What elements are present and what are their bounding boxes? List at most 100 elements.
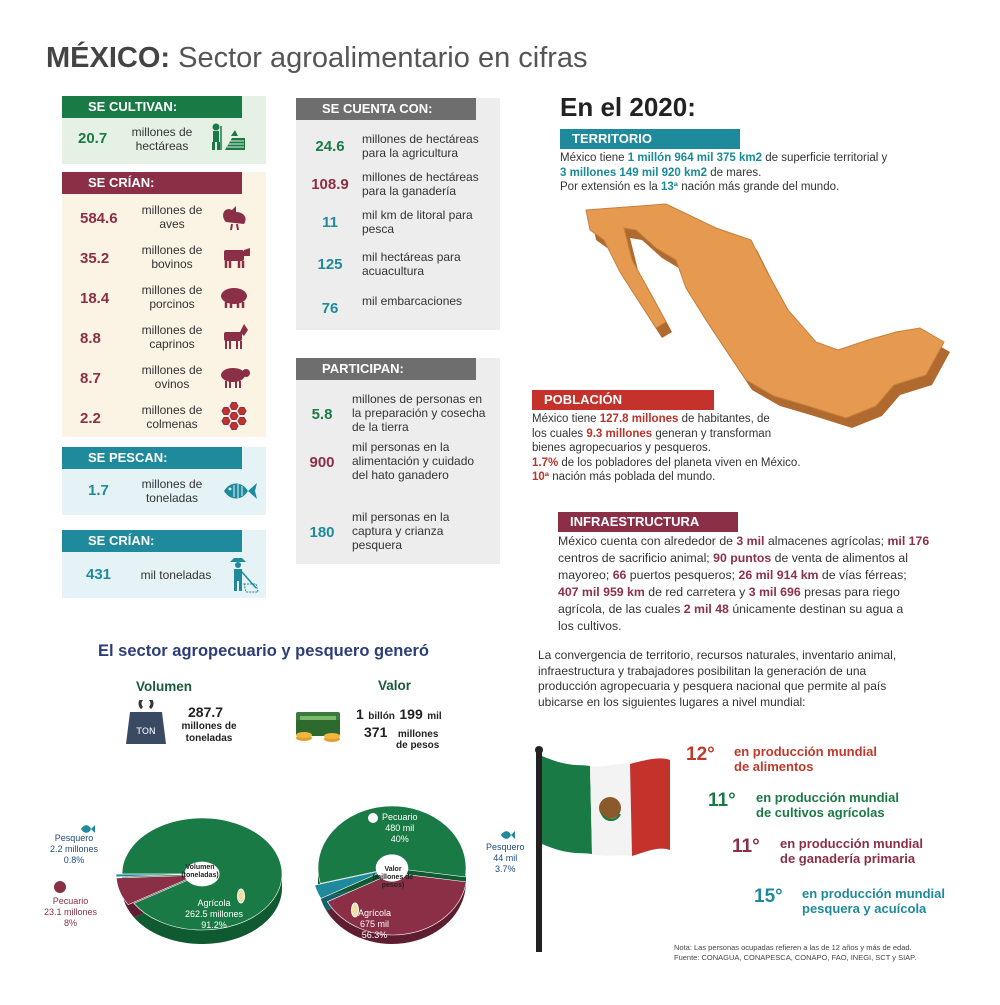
val-agricola-label: Agrícola 675 mil 56.3% [358, 908, 392, 940]
vol-pesquero-fish-icon [81, 825, 95, 833]
cow-icon [224, 248, 250, 268]
infra-text: México cuenta con alrededor de 3 mil alm… [558, 534, 930, 633]
crian-text: millones de colmenas [141, 403, 203, 431]
cuenta-value: 24.6 [315, 138, 345, 155]
generated-title: El sector agropecuario y pesquero generó [98, 642, 430, 660]
page-title: MÉXICO: Sector agroalimentario en cifras [46, 42, 588, 74]
crian2-header: SE CRÍAN: [62, 530, 242, 552]
valor-value-2: 371 millones [364, 724, 439, 740]
crian2-panel: SE CRÍAN: 431 mil toneladas [62, 530, 266, 598]
crian2-text: mil toneladas [140, 568, 212, 582]
pie-slice-pecuario [326, 872, 467, 936]
convergencia-text: La convergencia de territorio, recursos … [538, 648, 897, 709]
crian-text: millones de ovinos [141, 363, 203, 391]
crian-value: 8.7 [80, 370, 101, 387]
cuenta-header: SE CUENTA CON: [296, 98, 476, 120]
money-icon [296, 712, 340, 742]
ranking-text: en producción mundial [756, 790, 900, 805]
val-pesquero-label: Pesquero 44 mil 3.7% [486, 842, 525, 874]
crian-value: 35.2 [80, 250, 110, 267]
ranking-item: 15° en producción mundial pesquera y acuíc… [754, 886, 994, 922]
pescan-panel: SE PESCAN: 1.7 millones de toneladas [62, 447, 266, 515]
val-pecuario-cow-icon [368, 813, 378, 823]
ranking-text: en producción mundial [802, 886, 946, 901]
cuenta-value: 108.9 [311, 176, 349, 193]
crian-header: SE CRÍAN: [62, 172, 242, 194]
cuenta-text: millones de hectáreas para la agricultur… [362, 132, 479, 160]
val-pesquero-fish-icon [501, 831, 515, 839]
val-pecuario-label: Pecuario 480 mil 40% [382, 812, 418, 844]
participan-value: 900 [309, 454, 335, 471]
pie-slice-pecuario [116, 874, 197, 905]
cuenta-value: 11 [322, 214, 338, 231]
cultivan-header: SE CULTIVAN: [62, 96, 242, 118]
ranking-item: 11° en producción mundial de ganadería pri… [732, 836, 972, 872]
ranking-text: en producción mundial [734, 744, 878, 759]
pescan-value: 1.7 [88, 482, 109, 499]
pescan-text: millones de toneladas [141, 477, 203, 505]
weight-icon: TON [126, 700, 166, 744]
cuenta-text: mil embarcaciones [362, 294, 463, 308]
crian-value: 2.2 [80, 410, 101, 427]
cultivan-panel: SE CULTIVAN: 20.7 millones de hectáreas [62, 96, 266, 164]
ranking-text: de cultivos agrícolas [756, 805, 885, 820]
pie-center [184, 861, 220, 887]
crian-value: 584.6 [80, 210, 118, 227]
cuenta-value: 76 [321, 300, 339, 317]
sheep-icon [221, 368, 250, 388]
vol-center-label: Volumen (toneladas) [181, 864, 219, 879]
cultivan-text: millones de hectáreas [131, 125, 193, 153]
participan-text: millones de personas en la preparación y… [352, 392, 486, 434]
territorio-text: México tiene 1 millón 964 mil 375 km2 de… [560, 152, 888, 193]
footnote: Nota: Las personas ocupadas refieren a l… [674, 943, 917, 962]
cuenta-text: mil km de litoral para pesca [362, 208, 473, 236]
participan-text: mil personas en la alimentación y cuidad… [352, 440, 475, 482]
crian2-value: 431 [86, 566, 112, 583]
mexico-flag [535, 746, 670, 952]
participan-header: PARTICIPAN: [296, 358, 476, 380]
value-pie-chart [314, 805, 467, 944]
vol-pesquero-label: Pesquero 2.2 millones 0.8% [50, 833, 99, 865]
volumen-label: Volumen [136, 679, 193, 694]
poblacion-text: México tiene 127.8 millones de habitante… [532, 413, 801, 483]
valor-label: Valor [378, 678, 412, 693]
cuenta-value: 125 [317, 256, 343, 273]
ranking-number: 12° [686, 744, 715, 765]
cuenta-text: mil hectáreas para acuacultura [362, 250, 461, 278]
ranking-text: pesquera y acuícola [802, 901, 927, 916]
ranking-text: en producción mundial [780, 836, 924, 851]
honeycomb-icon [221, 402, 247, 430]
poblacion-header: POBLACIÓN [532, 390, 714, 410]
pescan-header: SE PESCAN: [62, 447, 242, 469]
crian-value: 18.4 [80, 290, 110, 307]
participan-value: 5.8 [311, 406, 333, 423]
ranking-item: 11° en producción mundial de cultivos agrí… [708, 790, 948, 826]
farmer-field-icon [212, 123, 245, 150]
val-agricola-corn-icon [351, 902, 359, 918]
pie-slice-pesquero [115, 873, 197, 878]
participan-text: mil personas en la captura y crianza pes… [352, 510, 450, 552]
crian-text: millones de bovinos [141, 243, 203, 271]
valor-unit: de pesos [396, 740, 440, 751]
year-title: En el 2020: [560, 92, 696, 122]
mexico-map [585, 203, 950, 428]
ranking-text: de ganadería primaria [780, 851, 916, 866]
valor-value: 1 billón 199 mil [356, 706, 442, 722]
fish-icon [224, 483, 257, 499]
cuenta-text: millones de hectáreas para la ganadería [362, 170, 479, 198]
volumen-unit: millones de toneladas [181, 721, 237, 744]
vol-pecuario-cow-icon [54, 881, 66, 893]
volumen-value: 287.7 [188, 704, 224, 720]
fisherman-icon [230, 558, 259, 593]
vol-pecuario-label: Pecuario 23.1 millones 8% [44, 896, 98, 928]
chicken-icon [223, 206, 246, 231]
pie-slice-agricola [317, 805, 467, 884]
participan-panel: PARTICIPAN: [296, 358, 500, 564]
ranking-number: 11° [708, 790, 736, 811]
crian-value: 8.8 [80, 330, 101, 347]
vol-agricola-label: Agrícola 262.5 millones 91.2% [184, 898, 244, 930]
volume-pie-chart [115, 817, 283, 944]
cultivan-value: 20.7 [78, 130, 108, 147]
crian-text: millones de porcinos [141, 283, 203, 311]
pie-center [375, 854, 409, 882]
